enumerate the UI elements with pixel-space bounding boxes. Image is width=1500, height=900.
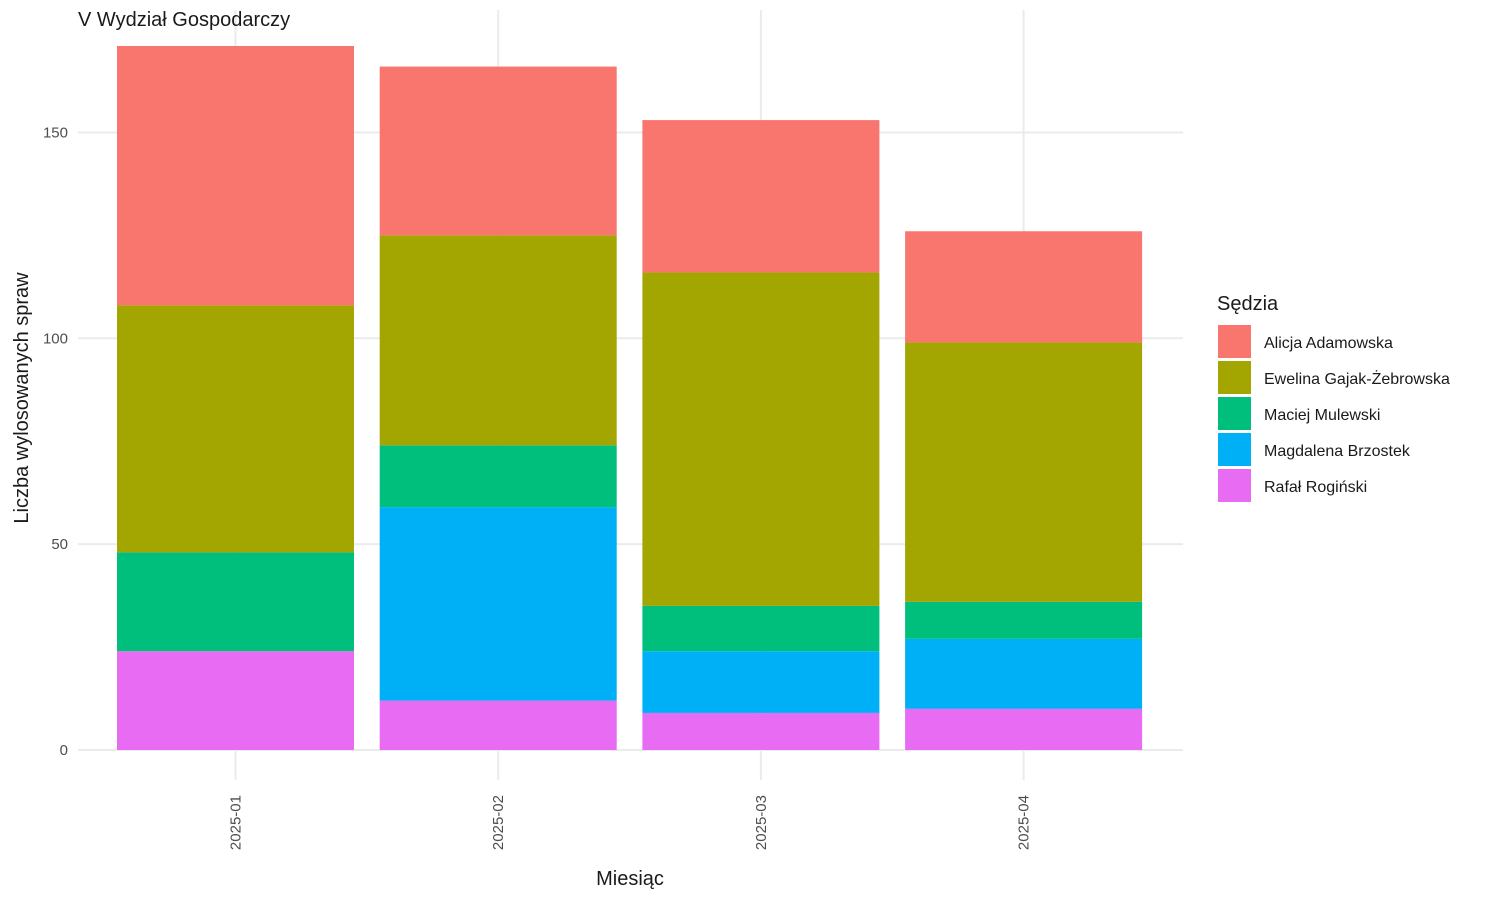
x-tick-label: 2025-02 bbox=[490, 795, 507, 850]
legend-label: Rafał Rogiński bbox=[1264, 479, 1367, 496]
bar-segment bbox=[642, 120, 880, 273]
legend-swatch bbox=[1218, 433, 1251, 466]
bar-segment bbox=[905, 231, 1143, 343]
bars bbox=[117, 45, 1143, 750]
bar-segment bbox=[117, 552, 354, 652]
bar-segment bbox=[642, 651, 880, 713]
bar-segment bbox=[117, 651, 354, 750]
bar-segment bbox=[905, 638, 1143, 709]
legend: Sędzia Alicja Adamowska Ewelina Gajak-Żeb… bbox=[1217, 293, 1450, 502]
bar-segment bbox=[117, 45, 354, 306]
y-tick-label: 150 bbox=[43, 124, 68, 141]
legend-swatch bbox=[1218, 469, 1251, 502]
bar-segment bbox=[905, 342, 1143, 602]
chart-title: V Wydział Gospodarczy bbox=[78, 9, 290, 31]
x-tick-label: 2025-04 bbox=[1016, 795, 1033, 850]
legend-label: Magdalena Brzostek bbox=[1264, 443, 1411, 460]
y-axis-ticks: 0 50 100 150 bbox=[43, 124, 68, 759]
bar-segment bbox=[379, 700, 617, 750]
bar-segment bbox=[905, 601, 1143, 639]
legend-swatch bbox=[1218, 397, 1251, 430]
bar-segment bbox=[642, 272, 880, 606]
legend-swatch bbox=[1218, 361, 1251, 394]
legend-swatch bbox=[1218, 325, 1251, 358]
legend-title: Sędzia bbox=[1217, 293, 1279, 315]
legend-label: Alicja Adamowska bbox=[1264, 335, 1393, 352]
x-tick-label: 2025-01 bbox=[228, 795, 245, 850]
bar-segment bbox=[905, 708, 1143, 750]
bar-segment bbox=[379, 235, 617, 446]
y-axis-title: Liczba wylosowanych spraw bbox=[11, 272, 33, 524]
bar-segment bbox=[642, 605, 880, 652]
bar-segment bbox=[379, 445, 617, 508]
legend-label: Maciej Mulewski bbox=[1264, 407, 1380, 424]
y-tick-label: 0 bbox=[60, 742, 68, 759]
x-axis-title: Miesiąc bbox=[596, 868, 664, 890]
x-tick-label: 2025-03 bbox=[753, 795, 770, 850]
y-tick-label: 100 bbox=[43, 330, 68, 347]
bar-segment bbox=[379, 66, 617, 236]
bar-segment bbox=[642, 712, 880, 750]
bar-segment bbox=[379, 507, 617, 701]
bar-segment bbox=[117, 305, 354, 553]
x-axis-ticks: 2025-01 2025-02 2025-03 2025-04 bbox=[228, 795, 1033, 850]
y-tick-label: 50 bbox=[51, 536, 68, 553]
legend-label: Ewelina Gajak-Żebrowska bbox=[1264, 369, 1450, 388]
